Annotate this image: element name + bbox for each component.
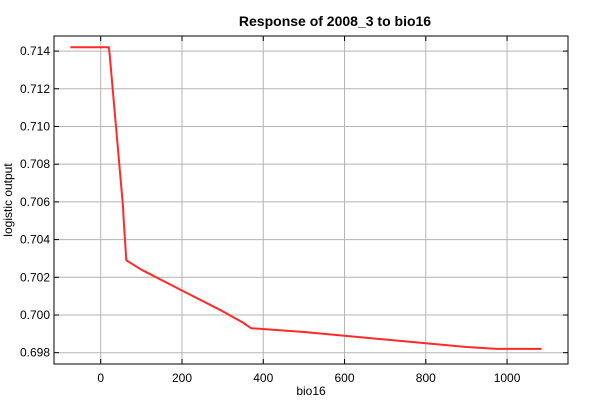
y-tick-label: 0.700 <box>20 308 50 322</box>
x-tick-label: 800 <box>416 371 436 385</box>
x-tick-label: 200 <box>172 371 192 385</box>
y-tick-label: 0.714 <box>20 44 50 58</box>
y-tick-label: 0.708 <box>20 157 50 171</box>
x-tick-label: 600 <box>335 371 355 385</box>
series-line <box>70 46 542 350</box>
y-tick-label: 0.702 <box>20 270 50 284</box>
y-tick-label: 0.712 <box>20 82 50 96</box>
plot-area <box>53 35 569 365</box>
series-layer <box>70 46 542 350</box>
y-axis: 0.698 0.700 0.702 0.704 0.706 0.708 0.710 0.712… <box>20 44 568 360</box>
x-tick-label: 0 <box>97 371 104 385</box>
y-axis-label: logistic output <box>1 163 15 237</box>
chart-title: Response of 2008_3 to bio16 <box>239 13 431 29</box>
y-tick-label: 0.710 <box>20 119 50 133</box>
y-tick-label: 0.706 <box>20 195 50 209</box>
y-tick-label: 0.698 <box>20 346 50 360</box>
x-tick-label: 400 <box>253 371 273 385</box>
x-tick-label: 1000 <box>494 371 521 385</box>
x-axis: 0 200 400 600 800 1000 <box>97 36 521 385</box>
x-axis-label: bio16 <box>296 384 326 398</box>
grid <box>54 36 568 364</box>
y-tick-label: 0.704 <box>20 233 50 247</box>
